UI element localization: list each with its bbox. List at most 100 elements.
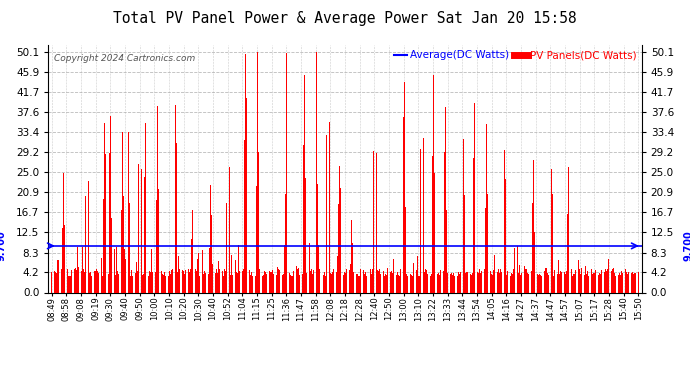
Bar	[233, 270, 235, 292]
Bar	[447, 273, 448, 292]
Bar	[286, 53, 287, 292]
Bar	[557, 274, 558, 292]
Bar	[250, 275, 251, 292]
Bar	[546, 268, 547, 292]
Bar	[520, 275, 521, 292]
Bar	[573, 274, 574, 292]
Bar	[413, 262, 414, 292]
Bar	[158, 189, 159, 292]
Bar	[182, 270, 183, 292]
Bar	[64, 225, 65, 292]
Bar	[531, 272, 532, 292]
Bar	[186, 273, 188, 292]
Bar	[600, 274, 601, 292]
Bar	[373, 152, 374, 292]
Bar	[169, 271, 170, 292]
Bar	[59, 269, 61, 292]
Bar	[279, 270, 280, 292]
Bar	[629, 248, 631, 292]
Bar	[83, 269, 84, 292]
Bar	[625, 268, 626, 292]
Bar	[598, 275, 599, 292]
Bar	[211, 215, 212, 292]
Bar	[194, 249, 195, 292]
Bar	[423, 138, 424, 292]
Bar	[224, 269, 225, 292]
Bar	[424, 272, 425, 292]
Bar	[390, 272, 391, 292]
Bar	[470, 274, 471, 292]
Bar	[340, 188, 342, 292]
Bar	[72, 247, 73, 292]
Bar	[198, 254, 199, 292]
Bar	[191, 239, 192, 292]
Bar	[606, 271, 607, 292]
Bar	[359, 276, 360, 292]
Bar	[577, 268, 578, 292]
Bar	[337, 256, 338, 292]
Bar	[157, 105, 158, 292]
Bar	[104, 123, 105, 292]
Bar	[171, 270, 172, 292]
Bar	[201, 250, 203, 292]
Bar	[519, 265, 520, 292]
Bar	[91, 276, 92, 292]
Bar	[499, 273, 500, 292]
Bar	[177, 272, 178, 292]
Bar	[426, 270, 427, 292]
Bar	[77, 247, 78, 292]
Bar	[281, 272, 282, 292]
Bar	[326, 135, 327, 292]
Bar	[156, 201, 157, 292]
Bar	[123, 196, 124, 292]
Bar	[550, 188, 551, 292]
Bar	[403, 117, 404, 292]
Bar	[209, 248, 210, 292]
Bar	[635, 273, 636, 292]
Bar	[552, 194, 553, 292]
Bar	[229, 167, 230, 292]
Text: 9.700: 9.700	[0, 231, 7, 261]
Bar	[602, 274, 603, 292]
Bar	[112, 264, 113, 292]
Bar	[221, 271, 223, 292]
Bar	[530, 274, 531, 292]
Text: 9.700: 9.700	[683, 231, 690, 261]
Bar	[144, 177, 145, 292]
Bar	[366, 276, 367, 292]
Bar	[283, 274, 284, 292]
Bar	[103, 199, 104, 292]
Bar	[559, 274, 560, 292]
Bar	[330, 273, 331, 292]
Bar	[269, 272, 270, 292]
Bar	[116, 247, 117, 292]
Bar	[486, 124, 487, 292]
Bar	[139, 117, 140, 292]
Bar	[261, 271, 262, 292]
Bar	[172, 268, 173, 292]
Bar	[96, 269, 97, 292]
Bar	[114, 249, 115, 292]
Bar	[579, 269, 580, 292]
Bar	[435, 271, 437, 292]
Bar	[331, 274, 332, 292]
Bar	[487, 194, 489, 292]
Bar	[527, 273, 528, 292]
Bar	[554, 270, 555, 292]
Bar	[122, 132, 123, 292]
Bar	[199, 276, 200, 292]
Bar	[324, 272, 325, 292]
Bar	[265, 272, 266, 292]
Bar	[378, 271, 379, 292]
Bar	[440, 270, 441, 292]
Bar	[174, 160, 175, 292]
Bar	[599, 273, 600, 292]
Bar	[539, 274, 540, 292]
Bar	[473, 158, 474, 292]
Bar	[428, 275, 429, 292]
Bar	[154, 276, 155, 292]
Bar	[163, 275, 164, 292]
Bar	[404, 82, 405, 292]
Bar	[166, 270, 168, 292]
Bar	[56, 273, 57, 292]
